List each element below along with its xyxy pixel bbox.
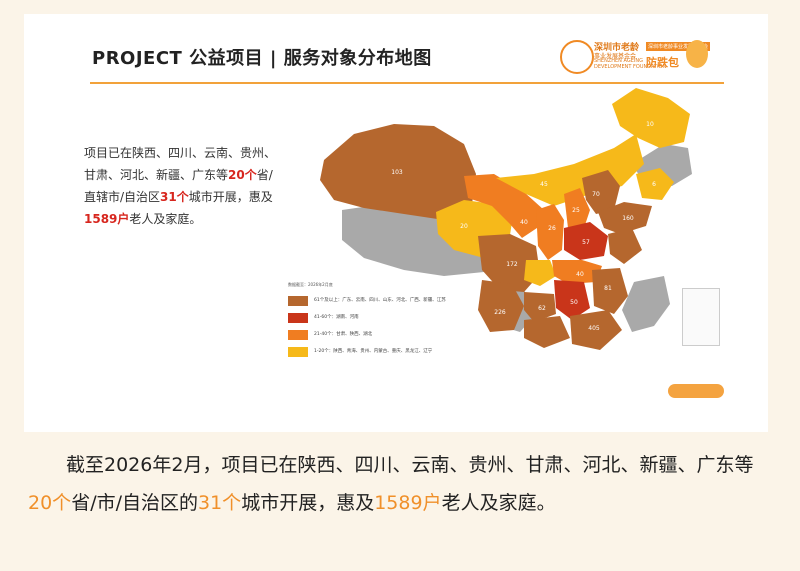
region-henan [564, 222, 608, 260]
map-legend: 数据截至：2026年2月底 61个及以上：广东、云南、四川、山东、河北、广西、新… [288, 282, 488, 362]
label-shandong: 160 [622, 215, 634, 222]
decorative-pill [668, 384, 724, 398]
foundation-name-en: SHENZHEN AGEING DEVELOPMENT FOUNDATION [594, 58, 667, 70]
region-tibet [342, 204, 494, 276]
label-hubei: 40 [576, 271, 584, 278]
region-chongqing [524, 260, 556, 286]
label-shanxi: 25 [572, 207, 580, 214]
label-yunnan: 226 [494, 309, 506, 316]
legend-item: 61个及以上：广东、云南、四川、山东、河北、广西、新疆、江苏 [288, 294, 488, 308]
legend-swatch [288, 313, 308, 323]
slide-title: PROJECT 公益项目 | 服务对象分布地图 [92, 48, 432, 69]
label-qinghai: 20 [460, 223, 468, 230]
label-guizhou: 62 [538, 305, 546, 312]
region-hunan [554, 280, 590, 320]
region-shaanxi [536, 204, 564, 260]
title-underline [90, 82, 724, 84]
label-heilongjiang: 10 [646, 121, 654, 128]
slide: PROJECT 公益项目 | 服务对象分布地图 深圳市老龄 事业发展基金会 SH… [24, 14, 768, 432]
region-shanxi [564, 188, 590, 228]
foundation-name-cn: 深圳市老龄 [594, 43, 640, 53]
legend-swatch [288, 330, 308, 340]
label-guangdong: 405 [588, 325, 600, 332]
label-henan: 57 [582, 239, 590, 246]
region-hebei [582, 170, 620, 214]
legend-item: 21-40个：甘肃、陕西、湖北 [288, 328, 488, 342]
legend-item: 1-20个：陕西、青海、贵州、内蒙古、重庆、黑龙江、辽宁 [288, 345, 488, 359]
label-liaoning: 6 [652, 181, 656, 188]
mascot-icon [686, 40, 708, 68]
brand-tag: 深圳市老龄事业发展基金会 [646, 42, 711, 51]
legend-swatch [288, 347, 308, 357]
region-jiangsu [608, 228, 642, 264]
label-jiangxi: 81 [604, 285, 612, 292]
label-shaanxi: 26 [548, 225, 556, 232]
label-hebei: 70 [592, 191, 600, 198]
china-map: 103 10 45 6 70 160 25 57 20 40 26 172 40… [320, 88, 692, 350]
legend-source: 数据截至：2026年2月底 [288, 282, 333, 287]
region-yunnan [478, 280, 524, 332]
region-guangdong [570, 310, 622, 350]
caption-text: 截至2026年2月，项目已在陕西、四川、云南、贵州、甘肃、河北、新疆、广东等20… [28, 454, 754, 514]
foundation-name-cn-2: 事业发展基金会 [594, 53, 637, 60]
south-sea-inset [682, 288, 720, 346]
description-text: 项目已在陕西、四川、云南、贵州、甘肃、河北、新疆、广东等20个省/直辖市/自治区… [84, 146, 277, 226]
label-gansu: 40 [520, 219, 528, 226]
region-liaoning [636, 168, 674, 200]
foundation-logo: 深圳市老龄 事业发展基金会 SHENZHEN AGEING DEVELOPMEN… [560, 38, 670, 78]
region-shandong [598, 202, 652, 234]
region-guangxi [524, 316, 570, 348]
legend-item: 41-60个：湖南、河南 [288, 311, 488, 325]
label-inner-mongolia: 45 [540, 181, 548, 188]
region-guizhou [524, 292, 556, 322]
region-hubei [552, 260, 602, 284]
region-east-coast [622, 276, 670, 332]
brand-logo: 深圳市老龄事业发展基金会 防跌包 [644, 36, 711, 76]
region-xinjiang [320, 124, 476, 220]
label-xinjiang: 103 [391, 169, 403, 176]
label-sichuan: 172 [506, 261, 518, 268]
region-jiangxi [592, 268, 628, 314]
region-gansu [464, 174, 544, 238]
foundation-logo-icon [560, 40, 594, 74]
legend-swatch [288, 296, 308, 306]
label-hunan: 50 [570, 299, 578, 306]
region-heilongjiang [612, 88, 690, 148]
brand-name: 防跌包 [646, 56, 679, 69]
